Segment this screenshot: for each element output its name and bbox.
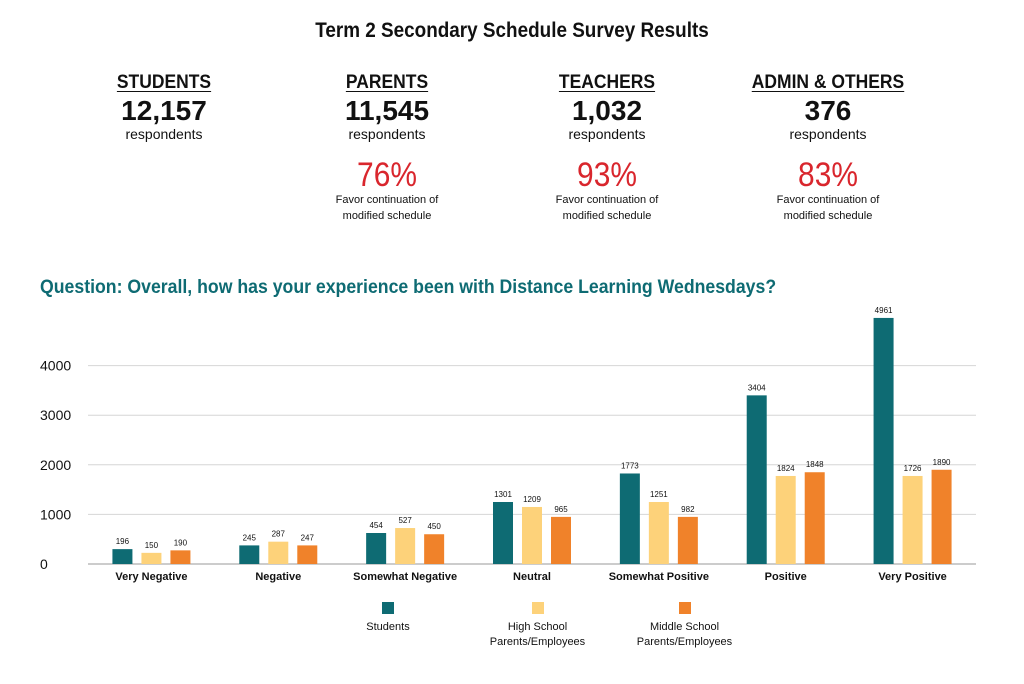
legend-label-line1: High School — [507, 621, 568, 633]
legend-item-students: Students — [348, 602, 428, 635]
bar — [804, 472, 825, 564]
data-label: 454 — [369, 521, 383, 530]
stat-students: STUDENTS 12,157 respondents — [54, 72, 274, 142]
data-label: 527 — [398, 516, 412, 525]
stat-parents: PARENTS 11,545 respondents 76% Favor con… — [277, 72, 497, 224]
stat-favor-line2: modified schedule — [562, 210, 652, 222]
data-label: 982 — [681, 505, 695, 514]
bar — [648, 502, 669, 564]
stat-label: TEACHERS — [558, 72, 656, 93]
stat-percent: 93% — [577, 156, 637, 194]
x-tick-label: Negative — [255, 571, 301, 583]
bar — [170, 550, 191, 564]
stat-label: ADMIN & OTHERS — [751, 72, 905, 93]
y-tick-label: 0 — [40, 556, 48, 572]
data-label: 247 — [301, 533, 315, 542]
stat-count: 1,032 — [571, 95, 643, 126]
bar — [775, 475, 796, 564]
stat-favor-line1: Favor continuation of — [776, 194, 880, 206]
legend-swatch — [382, 602, 394, 614]
data-label: 196 — [116, 537, 130, 546]
bar — [551, 516, 571, 564]
bar — [931, 469, 952, 564]
bar — [746, 395, 767, 564]
data-label: 1301 — [494, 490, 512, 499]
bar — [619, 473, 640, 564]
stat-unit: respondents — [125, 126, 203, 142]
data-label: 450 — [427, 522, 441, 531]
legend-swatch — [531, 602, 544, 614]
bar — [268, 541, 289, 564]
data-label: 190 — [174, 538, 188, 547]
stat-teachers: TEACHERS 1,032 respondents 93% Favor con… — [497, 72, 717, 224]
bar — [141, 552, 162, 564]
legend-item-middle-school: Middle School Parents/Employees — [627, 602, 742, 650]
page-title: Term 2 Secondary Schedule Survey Results — [315, 19, 709, 42]
y-tick-label: 4000 — [40, 358, 71, 374]
legend-swatch — [678, 602, 691, 614]
data-label: 4961 — [875, 306, 893, 315]
bar — [522, 506, 542, 564]
stat-favor-line2: modified schedule — [342, 210, 432, 222]
x-tick-label: Somewhat Negative — [353, 571, 457, 583]
stat-percent: 76% — [357, 156, 417, 194]
legend-label-line2: Parents/Employees — [489, 636, 586, 648]
data-label: 1848 — [806, 460, 824, 469]
x-tick-label: Positive — [765, 571, 807, 583]
bar — [873, 317, 894, 564]
x-tick-label: Somewhat Positive — [609, 571, 709, 583]
y-tick-label: 1000 — [40, 506, 71, 522]
y-tick-label: 2000 — [40, 457, 71, 473]
data-label: 1890 — [933, 458, 951, 467]
data-label: 1726 — [904, 464, 922, 473]
bar — [366, 533, 387, 564]
x-tick-label: Neutral — [513, 571, 551, 583]
bar — [902, 475, 923, 564]
stat-count: 11,545 — [344, 95, 430, 126]
data-label: 965 — [554, 505, 568, 514]
stat-favor-line2: modified schedule — [783, 210, 873, 222]
data-label: 287 — [272, 530, 286, 539]
bar — [239, 545, 260, 564]
legend-label: Students — [366, 621, 410, 633]
stat-admin-others: ADMIN & OTHERS 376 respondents 83% Favor… — [718, 72, 938, 224]
stat-label: PARENTS — [345, 72, 429, 93]
bar — [424, 534, 445, 564]
data-label: 1209 — [523, 495, 541, 504]
y-tick-label: 3000 — [40, 407, 71, 423]
bar — [297, 545, 318, 564]
bar — [677, 516, 698, 564]
stat-favor-line1: Favor continuation of — [335, 194, 439, 206]
legend-item-high-school: High School Parents/Employees — [480, 602, 595, 650]
legend-label-line1: Middle School — [649, 621, 720, 633]
stat-favor-line1: Favor continuation of — [555, 194, 659, 206]
stat-count: 12,157 — [121, 95, 207, 126]
stat-label: STUDENTS — [116, 72, 212, 93]
bar — [112, 549, 133, 564]
data-label: 245 — [243, 533, 257, 542]
x-tick-label: Very Positive — [878, 571, 947, 583]
x-tick-label: Very Negative — [115, 571, 187, 583]
legend-label-line2: Parents/Employees — [636, 636, 733, 648]
data-label: 1824 — [777, 464, 795, 473]
data-label: 150 — [145, 541, 159, 550]
data-label: 1773 — [621, 461, 639, 470]
bar — [395, 528, 416, 564]
stat-percent: 83% — [798, 156, 858, 194]
data-label: 1251 — [650, 490, 668, 499]
bar — [493, 502, 513, 564]
data-label: 3404 — [748, 383, 766, 392]
stat-unit: respondents — [348, 126, 426, 142]
chart-question: Question: Overall, how has your experien… — [40, 277, 777, 298]
stat-unit: respondents — [568, 126, 646, 142]
stat-unit: respondents — [789, 126, 867, 142]
stat-count: 376 — [804, 95, 852, 126]
